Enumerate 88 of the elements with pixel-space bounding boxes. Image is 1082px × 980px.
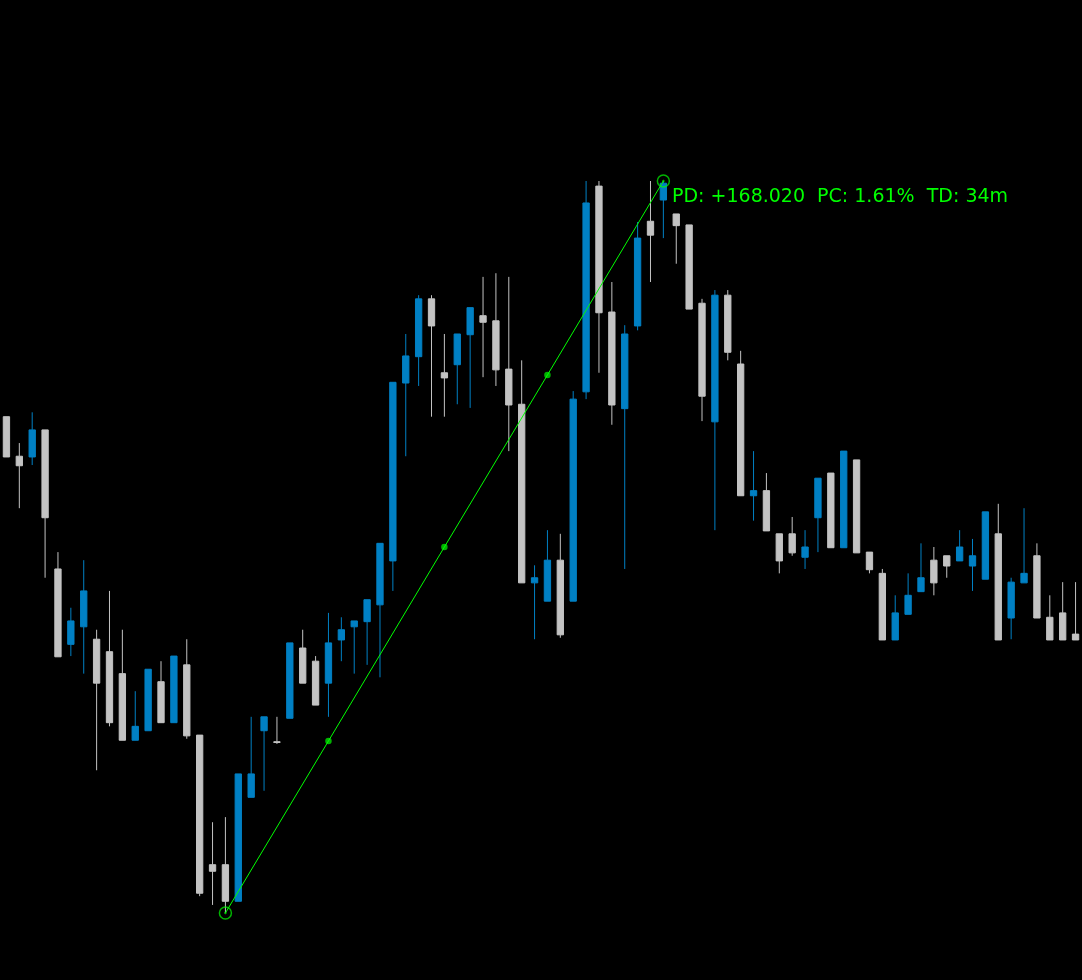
candlestick <box>814 477 822 553</box>
candlestick <box>672 213 680 265</box>
candlestick <box>273 716 281 745</box>
candlestick <box>852 459 861 554</box>
candlestick <box>543 529 552 602</box>
candlestick <box>414 294 423 387</box>
candlestick <box>904 572 912 615</box>
candlestick <box>582 181 590 400</box>
candlestick <box>221 816 230 913</box>
candlestick <box>646 181 655 283</box>
candlestick <box>131 690 139 741</box>
candlestick <box>981 511 990 580</box>
candlestick <box>2 416 11 458</box>
candlestick <box>801 529 809 570</box>
candlestick <box>479 276 487 378</box>
candlestick <box>1033 542 1041 619</box>
candlestick <box>518 359 526 584</box>
candlestick <box>865 551 874 574</box>
candlestick <box>698 298 706 422</box>
candlestick <box>569 390 577 602</box>
point <box>544 371 551 379</box>
candlestick <box>1059 581 1067 641</box>
candlestick <box>788 516 796 557</box>
candlestick <box>157 660 165 724</box>
candlestick <box>968 538 977 592</box>
candlestick <box>1020 507 1028 584</box>
candlestick <box>324 612 333 718</box>
point <box>325 737 332 745</box>
candlestick <box>183 638 191 740</box>
candlestick <box>633 221 642 331</box>
candlestick <box>827 472 835 549</box>
candlestick <box>891 594 899 641</box>
candlestick <box>749 450 758 522</box>
candlestick <box>41 429 49 579</box>
candlestick <box>80 559 88 675</box>
candlestick <box>724 289 732 361</box>
candlestick <box>54 551 62 658</box>
candlestick <box>105 590 114 727</box>
candlestick <box>208 821 217 906</box>
point <box>441 543 448 551</box>
candlestick <box>505 276 513 452</box>
candlestick <box>311 655 320 706</box>
candlestick <box>1007 577 1015 640</box>
candlestick <box>711 289 719 531</box>
candlestick <box>556 533 564 639</box>
candlestick <box>28 411 36 466</box>
candlestick <box>943 555 951 579</box>
candlestick <box>621 324 629 570</box>
candlestick <box>685 224 693 310</box>
candlestick <box>1071 581 1080 641</box>
candlestick <box>466 307 474 409</box>
candlestick <box>118 629 127 741</box>
candlestick <box>376 542 384 678</box>
candlestick <box>260 716 268 792</box>
candlestick <box>530 564 539 640</box>
candlestick <box>840 450 848 549</box>
candlestick <box>453 333 461 405</box>
candlestick <box>402 333 410 457</box>
candlestick <box>427 294 436 418</box>
annotation: PD: +168.020 PC: 1.61% TD: 34m <box>672 184 1009 206</box>
candlestick <box>762 472 771 532</box>
candlestick <box>92 629 101 771</box>
candlestick <box>659 181 668 239</box>
candlestick <box>363 599 371 666</box>
candlestick <box>1046 594 1054 641</box>
candlestick <box>737 350 745 497</box>
candlestick <box>170 655 178 724</box>
candlestick <box>595 181 603 374</box>
candlestick <box>15 442 23 509</box>
candlestick <box>389 381 397 592</box>
candlestick <box>930 546 938 596</box>
candlestick <box>299 629 307 684</box>
candlestick <box>196 734 204 897</box>
candlestick <box>247 716 255 798</box>
candlestick <box>917 542 925 593</box>
candlestick <box>144 668 152 732</box>
candlestick <box>337 616 345 662</box>
candlestick <box>440 333 449 418</box>
candlestick <box>234 773 242 902</box>
candlestick <box>775 533 783 574</box>
candlestick <box>878 568 886 641</box>
candlestick <box>994 503 1002 641</box>
candlestick <box>350 620 358 675</box>
candlestick <box>67 607 75 657</box>
candlestick <box>608 281 616 426</box>
candlestick <box>286 642 294 719</box>
candlestick <box>492 272 500 387</box>
candlestick <box>955 529 964 562</box>
